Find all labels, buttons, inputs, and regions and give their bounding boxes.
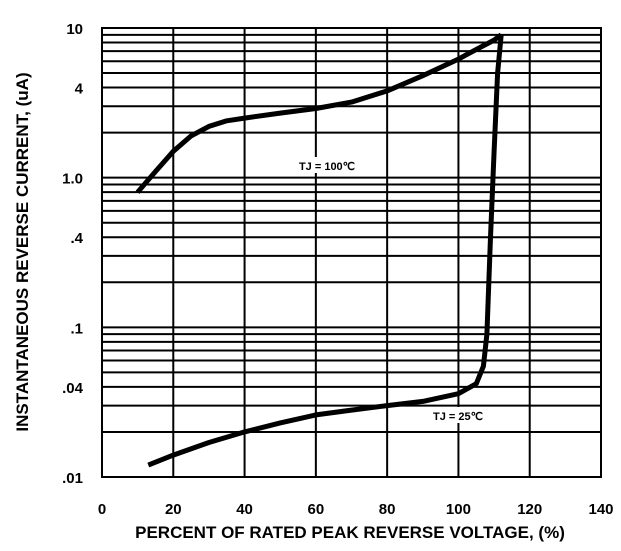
x-tick-label: 60	[308, 501, 325, 518]
series-label-background	[417, 407, 499, 423]
x-tick-label: 100	[446, 501, 471, 518]
y-tick-label: 10	[66, 21, 83, 38]
x-tick-label: 40	[236, 501, 253, 518]
plot-frame	[101, 27, 602, 478]
series-line-tj-100c	[135, 32, 503, 194]
y-tick-labels: 10 4 1.0 .4 .1 .04 .01	[62, 21, 84, 487]
x-tick-label: 0	[98, 501, 106, 518]
y-tick-label: .1	[70, 320, 83, 337]
label-layer: TJ = 100℃ TJ = 25℃	[281, 157, 499, 423]
x-tick-label: 120	[517, 501, 542, 518]
x-tick-label: 140	[588, 501, 613, 518]
y-tick-label: 4	[75, 81, 84, 98]
series-label-background	[281, 157, 373, 173]
y-axis-title: INSTANTANEOUS REVERSE CURRENT, (uA)	[13, 72, 32, 431]
series-label-tj-100c: TJ = 100℃	[299, 161, 355, 173]
y-tick-label: .01	[62, 470, 83, 487]
grid-layer	[101, 28, 602, 477]
y-tick-label: .04	[62, 380, 84, 397]
series-line-tj-25c	[147, 34, 504, 468]
x-tick-label: 20	[165, 501, 182, 518]
series-layer	[135, 32, 504, 468]
series-label-tj-25c: TJ = 25℃	[433, 411, 483, 423]
x-tick-label: 80	[379, 501, 396, 518]
x-tick-labels: 0 20 40 60 80 100 120 140	[98, 501, 614, 518]
y-tick-label: .4	[70, 230, 83, 247]
y-tick-label: 1.0	[62, 171, 83, 188]
x-axis-title: PERCENT OF RATED PEAK REVERSE VOLTAGE, (…	[135, 523, 565, 542]
